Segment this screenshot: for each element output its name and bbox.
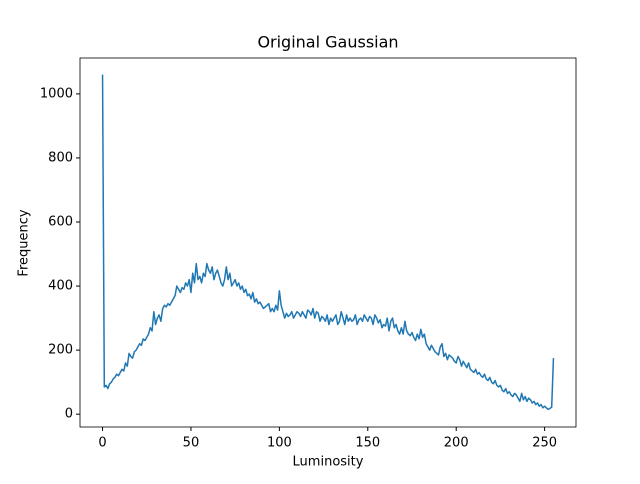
x-tick-label: 0 bbox=[98, 436, 106, 451]
plot-frame bbox=[79, 57, 577, 428]
data-line bbox=[101, 74, 555, 411]
chart-title: Original Gaussian bbox=[257, 33, 398, 52]
y-tick-label: 400 bbox=[48, 279, 73, 294]
y-tick-label: 1000 bbox=[40, 86, 73, 101]
y-tick-label: 600 bbox=[48, 215, 73, 230]
x-tick-label: 50 bbox=[183, 436, 200, 451]
x-tick-label: 200 bbox=[444, 436, 469, 451]
x-tick-label: 100 bbox=[267, 436, 292, 451]
y-tick-label: 200 bbox=[48, 343, 73, 358]
y-tick-label: 0 bbox=[65, 407, 73, 422]
y-axis-label: Frequency bbox=[17, 209, 32, 276]
x-tick-label: 150 bbox=[355, 436, 380, 451]
y-tick-label: 800 bbox=[48, 150, 73, 165]
x-tick-label: 250 bbox=[532, 436, 557, 451]
x-axis-label: Luminosity bbox=[293, 455, 364, 470]
